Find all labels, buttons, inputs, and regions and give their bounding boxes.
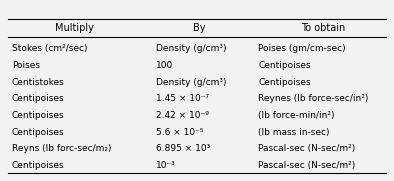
Text: Reyns (lb forc-sec/m₂): Reyns (lb forc-sec/m₂) (12, 144, 112, 153)
Text: 1.45 × 10⁻⁷: 1.45 × 10⁻⁷ (156, 94, 209, 103)
Text: Centipoises: Centipoises (258, 78, 311, 87)
Text: By: By (193, 23, 205, 33)
Text: Multiply: Multiply (56, 23, 94, 33)
Text: Centipoises: Centipoises (12, 111, 65, 120)
Text: (lb force-min/in²): (lb force-min/in²) (258, 111, 335, 120)
Text: Density (g/cm³): Density (g/cm³) (156, 78, 226, 87)
Text: Stokes (cm²/sec): Stokes (cm²/sec) (12, 44, 87, 53)
Text: Centipoises: Centipoises (12, 128, 65, 137)
Text: To obtain: To obtain (301, 23, 345, 33)
Text: 10⁻³: 10⁻³ (156, 161, 175, 170)
Text: Density (g/cm³): Density (g/cm³) (156, 44, 226, 53)
Text: Pascal-sec (N-sec/m²): Pascal-sec (N-sec/m²) (258, 161, 355, 170)
Text: Poises (gm/cm-sec): Poises (gm/cm-sec) (258, 44, 346, 53)
Text: Centipoises: Centipoises (12, 94, 65, 103)
Text: Reynes (lb force-sec/in²): Reynes (lb force-sec/in²) (258, 94, 368, 103)
Text: Centipoises: Centipoises (12, 161, 65, 170)
Text: Poises: Poises (12, 61, 40, 70)
Text: 2.42 × 10⁻⁹: 2.42 × 10⁻⁹ (156, 111, 208, 120)
Text: 5.6 × 10⁻⁵: 5.6 × 10⁻⁵ (156, 128, 203, 137)
Text: Centistokes: Centistokes (12, 78, 65, 87)
Text: 6.895 × 10³: 6.895 × 10³ (156, 144, 210, 153)
Text: 100: 100 (156, 61, 173, 70)
Text: Pascal-sec (N-sec/m²): Pascal-sec (N-sec/m²) (258, 144, 355, 153)
Text: (lb mass in-sec): (lb mass in-sec) (258, 128, 329, 137)
Text: Centipoises: Centipoises (258, 61, 311, 70)
